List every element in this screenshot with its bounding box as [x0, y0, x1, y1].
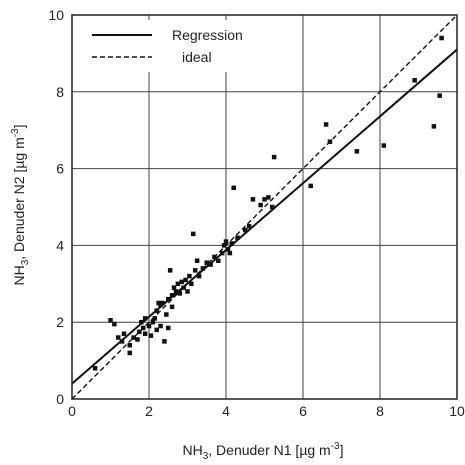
y-tick-label: 2: [56, 314, 64, 330]
data-point: [167, 268, 173, 273]
plot-frame: [71, 14, 458, 400]
ideal-line: [71, 14, 458, 400]
data-point: [162, 339, 167, 344]
data-point: [271, 154, 277, 160]
data-point: [131, 335, 136, 340]
data-point: [160, 300, 165, 306]
legend: Regression ideal: [76, 20, 286, 72]
data-point: [115, 335, 121, 340]
data-points: [92, 35, 444, 371]
regression-line: [71, 48, 458, 385]
data-point: [431, 124, 437, 129]
data-point: [223, 239, 229, 244]
data-point: [192, 268, 198, 273]
data-point: [439, 35, 444, 41]
data-point: [323, 122, 329, 127]
data-point: [169, 304, 175, 310]
data-point: [173, 289, 179, 294]
data-point: [227, 250, 233, 256]
y-tick-label: 8: [56, 84, 64, 100]
data-point: [142, 316, 148, 321]
y-tick-label: 4: [56, 237, 64, 253]
data-point: [164, 312, 169, 317]
data-point: [112, 321, 117, 327]
data-point: [135, 337, 140, 342]
data-point: [139, 319, 144, 325]
x-tick-label: 2: [145, 403, 153, 419]
tick-labels: 0 2 4 6 8 10 0 2 4 6 8 10: [48, 7, 465, 419]
data-point: [262, 197, 267, 202]
data-point: [212, 254, 217, 260]
data-point: [92, 366, 98, 371]
data-point: [150, 319, 156, 325]
x-axis-title: NH3, Denuder N1 [µg m-3]: [182, 441, 343, 462]
data-point: [200, 266, 206, 271]
data-point: [185, 289, 190, 294]
y-tick-label: 0: [56, 391, 64, 407]
legend-regression-label: Regression: [172, 27, 243, 43]
data-point: [381, 143, 387, 148]
x-tick-label: 6: [299, 403, 307, 419]
data-point: [189, 281, 194, 287]
y-axis-title: NH3, Denuder N2 [µg m-3]: [10, 124, 31, 285]
legend-background: [76, 20, 286, 72]
data-point: [243, 227, 248, 233]
data-point: [208, 262, 213, 267]
x-tick-label: 10: [449, 403, 465, 419]
data-point: [154, 327, 159, 333]
data-point: [146, 323, 152, 329]
data-point: [142, 331, 148, 336]
data-point: [148, 333, 154, 338]
data-point: [175, 281, 181, 287]
data-point: [250, 197, 256, 202]
data-point: [119, 339, 125, 344]
data-point: [266, 195, 271, 200]
data-point: [127, 342, 132, 348]
data-point: [127, 350, 132, 356]
y-tick-label: 10: [48, 7, 64, 23]
data-point: [219, 250, 225, 256]
data-point: [187, 273, 192, 279]
x-tick-label: 0: [68, 403, 76, 419]
data-point: [221, 243, 227, 248]
data-point: [412, 78, 417, 83]
legend-ideal-label: ideal: [182, 49, 212, 65]
fit-lines: [71, 14, 458, 400]
data-point: [229, 241, 235, 246]
data-point: [108, 318, 113, 323]
data-point: [204, 260, 209, 265]
y-tick-label: 6: [56, 161, 64, 177]
x-tick-label: 8: [376, 403, 384, 419]
data-point: [158, 323, 163, 329]
data-point: [354, 149, 360, 154]
data-point: [194, 258, 200, 264]
data-point: [196, 273, 202, 279]
data-point: [154, 308, 159, 313]
data-point: [269, 204, 275, 210]
data-point: [327, 139, 333, 144]
data-point: [183, 277, 188, 283]
data-point: [216, 258, 221, 264]
data-point: [169, 293, 175, 298]
data-point: [231, 185, 236, 191]
data-point: [191, 231, 196, 237]
data-point: [181, 285, 186, 290]
data-point: [235, 235, 240, 240]
x-tick-label: 4: [222, 403, 230, 419]
data-point: [171, 285, 177, 290]
data-point: [308, 183, 313, 189]
data-point: [121, 331, 127, 336]
data-point: [225, 246, 231, 252]
data-point: [166, 296, 171, 302]
data-point: [137, 329, 142, 335]
data-point: [437, 93, 442, 98]
data-point: [166, 325, 171, 331]
data-point: [179, 279, 184, 285]
data-point: [177, 291, 183, 296]
data-point: [140, 325, 146, 331]
data-point: [246, 223, 252, 229]
data-point: [258, 202, 263, 208]
data-point: [152, 316, 158, 321]
